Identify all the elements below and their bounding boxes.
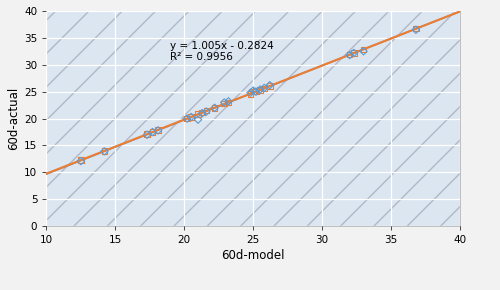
Point (148, 130, 156, 134)
Point (412, 28, 420, 32)
Point (183, 116, 191, 121)
Point (224, 99, 232, 104)
Point (154, 128, 162, 132)
Point (256, 87, 264, 92)
Point (220, 100, 228, 105)
Point (77, 158, 85, 162)
Point (154, 128, 162, 133)
Point (249, 88, 257, 93)
Point (194, 112, 202, 117)
Point (187, 115, 195, 119)
Point (194, 117, 202, 122)
Point (249, 89, 257, 94)
Point (77, 159, 85, 163)
Point (143, 133, 151, 137)
Point (246, 90, 254, 95)
Point (350, 50, 358, 55)
Point (346, 53, 354, 57)
Point (246, 92, 254, 96)
Point (252, 89, 260, 93)
Point (412, 26, 420, 31)
Point (210, 106, 218, 110)
Point (252, 89, 260, 94)
Point (360, 49, 368, 54)
Point (266, 84, 274, 88)
Y-axis label: 60d-actual: 60d-actual (7, 87, 20, 150)
X-axis label: 60d-model: 60d-model (222, 249, 285, 262)
Point (266, 83, 274, 88)
Point (256, 88, 264, 93)
Point (148, 130, 156, 134)
Text: y = 1.005x - 0.2824
R² = 0.9956: y = 1.005x - 0.2824 R² = 0.9956 (170, 41, 274, 62)
Point (198, 110, 206, 115)
Point (346, 52, 354, 57)
Point (260, 86, 268, 90)
Point (143, 132, 151, 137)
Point (224, 100, 232, 105)
Point (260, 86, 268, 91)
Point (183, 116, 191, 121)
Point (350, 50, 358, 55)
Point (360, 47, 368, 52)
Point (100, 149, 108, 154)
Point (202, 109, 210, 114)
Point (202, 108, 210, 113)
Point (210, 106, 218, 110)
Point (198, 111, 206, 115)
Point (100, 148, 108, 153)
Point (187, 115, 195, 119)
Point (220, 101, 228, 106)
